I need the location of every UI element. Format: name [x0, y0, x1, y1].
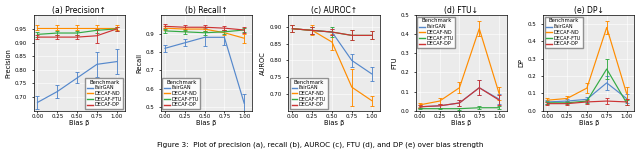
Title: (c) AUROC↑: (c) AUROC↑: [311, 6, 357, 15]
X-axis label: Bias β: Bias β: [324, 120, 344, 126]
Title: (b) Recall↑: (b) Recall↑: [185, 6, 228, 15]
Y-axis label: Precision: Precision: [6, 48, 12, 78]
Legend: FairGAN, DECAF-ND, DECAF-FTU, DECAF-DP: FairGAN, DECAF-ND, DECAF-FTU, DECAF-DP: [163, 78, 200, 109]
Title: (a) Precision↑: (a) Precision↑: [52, 6, 106, 15]
X-axis label: Bias β: Bias β: [69, 120, 90, 126]
Y-axis label: FTU: FTU: [392, 57, 397, 69]
Legend: FairGAN, DECAF-ND, DECAF-FTU, DECAF-DP: FairGAN, DECAF-ND, DECAF-FTU, DECAF-DP: [85, 78, 124, 109]
X-axis label: Bias β: Bias β: [196, 120, 217, 126]
X-axis label: Bias β: Bias β: [451, 120, 472, 126]
Legend: FairGAN, DECAF-ND, DECAF-FTU, DECAF-DP: FairGAN, DECAF-ND, DECAF-FTU, DECAF-DP: [417, 17, 455, 48]
Y-axis label: AUROC: AUROC: [260, 51, 266, 75]
Legend: FairGAN, DECAF-ND, DECAF-FTU, DECAF-DP: FairGAN, DECAF-ND, DECAF-FTU, DECAF-DP: [545, 17, 582, 48]
Legend: FairGAN, DECAF-ND, DECAF-FTU, DECAF-DP: FairGAN, DECAF-ND, DECAF-FTU, DECAF-DP: [290, 78, 328, 109]
Title: (e) DP↓: (e) DP↓: [574, 6, 604, 15]
Text: Figure 3:  Plot of precision (a), recall (b), AUROC (c), FTU (d), and DP (e) ove: Figure 3: Plot of precision (a), recall …: [157, 142, 483, 148]
Title: (d) FTU↓: (d) FTU↓: [444, 6, 479, 15]
Y-axis label: Recall: Recall: [136, 53, 143, 73]
X-axis label: Bias β: Bias β: [579, 120, 599, 126]
Y-axis label: DP: DP: [519, 58, 525, 68]
